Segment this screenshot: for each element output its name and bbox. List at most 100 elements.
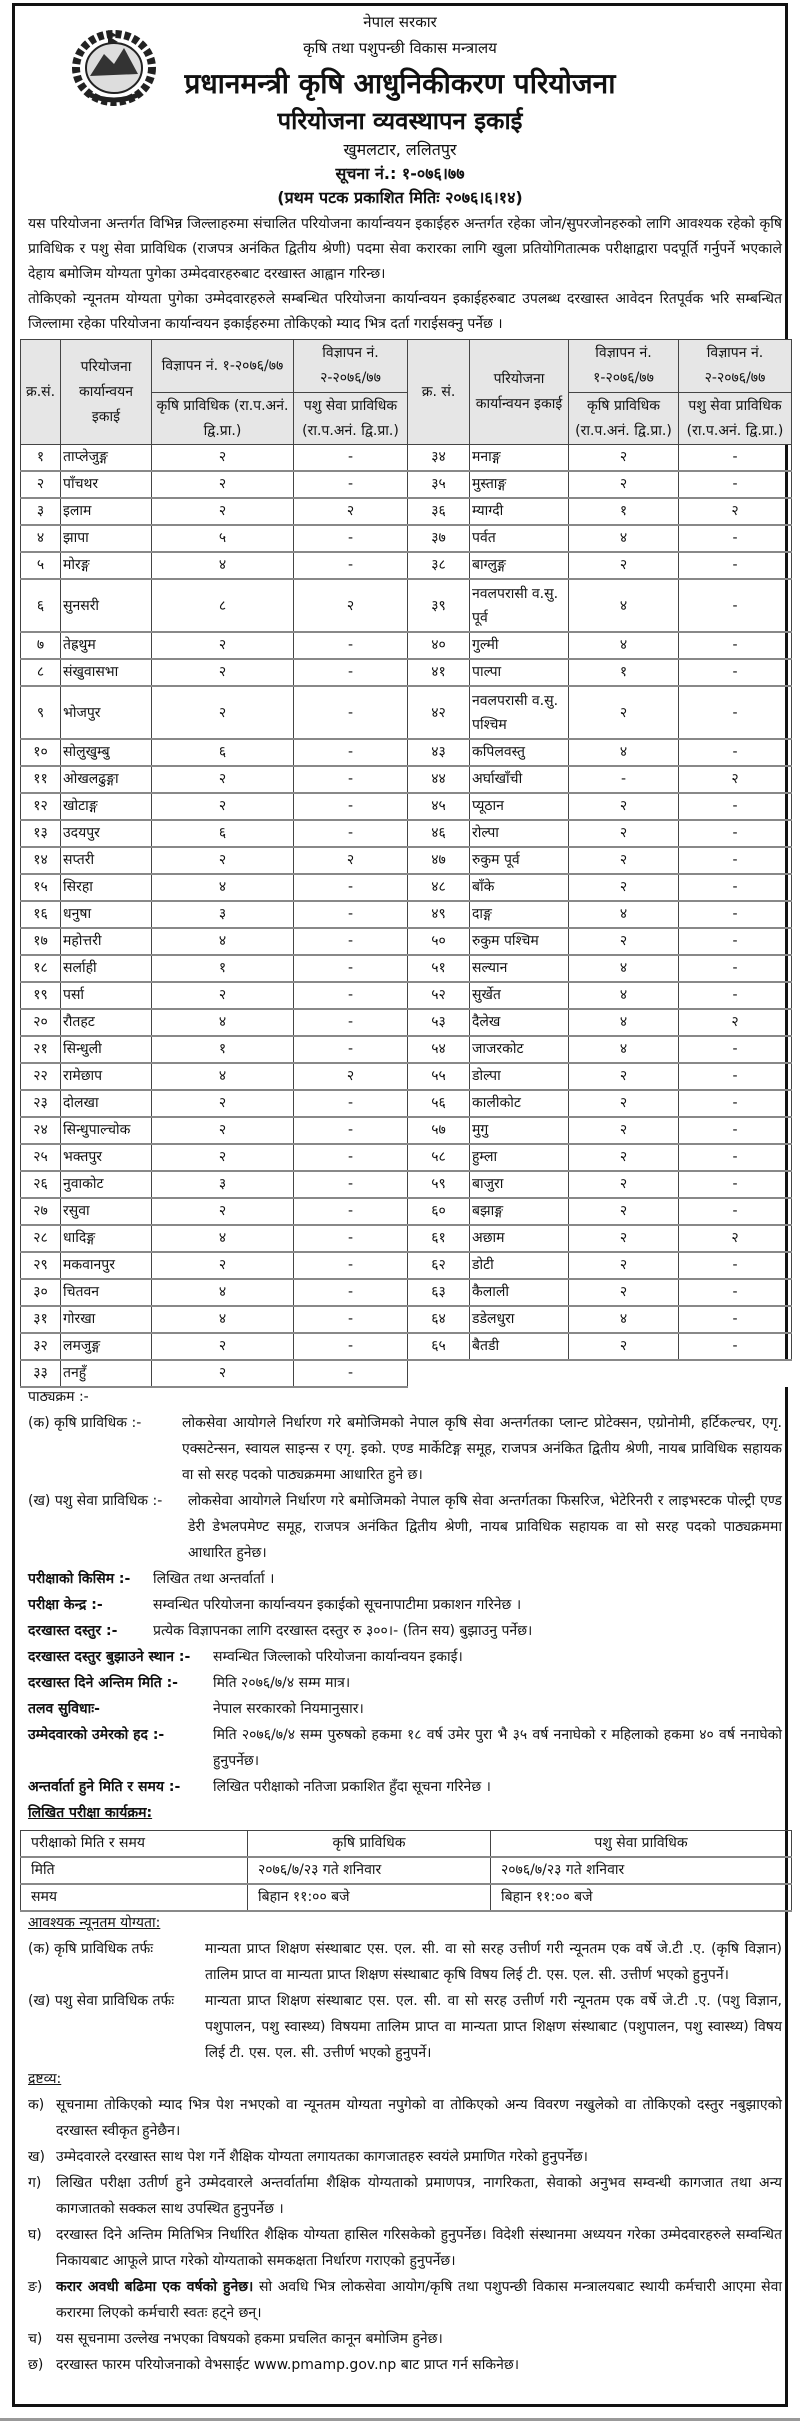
table-row: ११ ओखलढुङ्गा २-४४ अर्घाखाँची -२ xyxy=(20,765,792,794)
table-row: १ ताप्लेजुङ्ग २-३४ मनाङ्ग २- xyxy=(20,444,792,472)
exam-header: कृषि प्राविधिक xyxy=(247,1830,491,1858)
ad1-count-cell: २ xyxy=(151,444,294,472)
serial-cell: ८ xyxy=(20,658,61,687)
unit-cell: सिरहा xyxy=(60,873,152,902)
serial-cell: ५५ xyxy=(407,1062,470,1091)
table-row: १८ सर्लाही १-५१ सल्यान ४- xyxy=(20,954,792,983)
table-row: २१ सिन्धुली १-५४ जाजरकोट ४- xyxy=(20,1035,792,1064)
serial-cell: २९ xyxy=(20,1251,61,1280)
serial-cell: १७ xyxy=(20,927,61,956)
unit-cell: सिन्धुपाल्चोक xyxy=(60,1116,152,1145)
table-row: ३ इलाम २ २ ३६ म्याग्दी १ २ xyxy=(20,497,792,526)
ad1-count-cell: ४ xyxy=(568,954,679,983)
ad1-count-cell: २ xyxy=(568,846,679,875)
ad1-count-cell: ४ xyxy=(568,524,679,553)
detail-label: अन्तर्वार्ता हुने मिति र समय :- xyxy=(28,1779,181,1795)
syllabus-title: पाठ्यक्रम :- xyxy=(28,1389,89,1405)
serial-cell: २ xyxy=(20,470,61,499)
serial-cell: ५८ xyxy=(407,1143,470,1172)
detail-row: परीक्षा केन्द्र :- सम्वन्धित परियोजना कार… xyxy=(28,1592,782,1618)
detail-label: परीक्षाको किसिम :- xyxy=(28,1571,131,1587)
unit-cell: रसुवा xyxy=(60,1197,152,1226)
serial-cell: ११ xyxy=(20,765,61,794)
ad2-count-cell: - xyxy=(293,444,408,472)
syllabus-ka-label: (क) कृषि प्राविधिक :- xyxy=(28,1415,142,1431)
serial-cell: ३८ xyxy=(407,551,470,580)
header-ad1: विज्ञापन नं. १-२०७६/७७ xyxy=(568,339,679,393)
serial-cell: १२ xyxy=(20,792,61,821)
detail-label: दरखास्त दस्तुर बुझाउने स्थान :- xyxy=(28,1649,191,1665)
ad2-count-cell: - xyxy=(293,1251,408,1280)
table-row: २२ रामेछाप ४ २ ५५ डोल्पा २- xyxy=(20,1062,792,1091)
unit-cell: नुवाकोट xyxy=(60,1170,152,1199)
unit-cell: ताप्लेजुङ्ग xyxy=(60,444,152,472)
project-title: प्रधानमन्त्री कृषि आधुनिकीकरण परियोजना xyxy=(184,67,616,100)
qualification-kha-text: मान्यता प्राप्त शिक्षण संस्थाबाट एस. एल.… xyxy=(205,1993,782,2061)
ad1-count-cell: २ xyxy=(151,981,294,1010)
ad1-count-cell: ४ xyxy=(568,1035,679,1064)
exam-time-value: बिहान ११:०० बजे xyxy=(247,1883,491,1912)
ad2-count-cell: - xyxy=(293,1089,408,1118)
unit-cell: सुनसरी xyxy=(60,578,152,633)
ad2-count-cell: - xyxy=(678,524,792,553)
ad1-count-cell: २ xyxy=(568,1224,679,1253)
unit-cell: झापा xyxy=(60,524,152,553)
serial-cell: ३४ xyxy=(407,444,470,472)
serial-cell: ३ xyxy=(20,497,61,526)
serial-cell: ४६ xyxy=(407,819,470,848)
table-row: २६ नुवाकोट ३-५९ बाजुरा २- xyxy=(20,1170,792,1199)
unit-cell: गोरखा xyxy=(60,1305,152,1334)
unit-cell: तनहुँ xyxy=(60,1359,152,1388)
table-row: १६ धनुषा ३-४९ दाङ्ग ४- xyxy=(20,900,792,929)
ad2-count-cell: २ xyxy=(678,497,792,526)
serial-cell: ६५ xyxy=(407,1332,470,1361)
unit-cell: पर्सा xyxy=(60,981,152,1010)
serial-cell: ५१ xyxy=(407,954,470,983)
serial-cell: १० xyxy=(20,738,61,767)
ad2-count-cell: - xyxy=(293,1224,408,1253)
ad2-count-cell: - xyxy=(678,1062,792,1091)
unit-cell: कालीकोट xyxy=(469,1089,569,1118)
note-marker: क) xyxy=(28,2097,45,2113)
unit-cell: हुम्ला xyxy=(469,1143,569,1172)
qualification-kha-label: (ख) पशु सेवा प्राविधिक तर्फः xyxy=(28,1993,175,2009)
table-row: १४ सप्तरी २ २ ४७ रुकुम पूर्व २- xyxy=(20,846,792,875)
empty-cell xyxy=(678,1360,792,1387)
serial-cell: ५६ xyxy=(407,1089,470,1118)
ad1-count-cell: २ xyxy=(568,444,679,472)
ad1-count-cell: २ xyxy=(151,631,294,660)
serial-cell: ३२ xyxy=(20,1332,61,1361)
ad2-count-cell: - xyxy=(678,900,792,929)
ad2-count-cell: - xyxy=(678,954,792,983)
ad1-count-cell: ४ xyxy=(151,551,294,580)
serial-cell: ७ xyxy=(20,631,61,660)
ad2-count-cell: २ xyxy=(293,846,408,875)
ad1-count-cell: ४ xyxy=(151,1008,294,1037)
ad1-count-cell: ४ xyxy=(568,900,679,929)
syllabus-kha-text: लोकसेवा आयोगले निर्धारण गरे बमोजिमको नेप… xyxy=(188,1493,782,1561)
header-ad2: विज्ञापन नं. २-२०७६/७७ xyxy=(293,339,408,393)
note-bold-text: करार अवधी बढिमा एक वर्षको हुनेछ। xyxy=(56,2279,254,2295)
ad1-count-cell: ४ xyxy=(151,1062,294,1091)
ad1-count-cell: १ xyxy=(151,954,294,983)
header-post2: पशु सेवा प्राविधिक (रा.प.अनं. द्वि.प्रा.… xyxy=(678,392,792,445)
serial-cell: २४ xyxy=(20,1116,61,1145)
unit-cell: अर्घाखाँची xyxy=(469,765,569,794)
note-item: क) सूचनामा तोकिएको म्याद भित्र पेश नभएको … xyxy=(28,2092,782,2144)
exam-time-label: समय xyxy=(20,1883,248,1912)
table-row: १० सोलुखुम्बु ६-४३ कपिलवस्तु ४- xyxy=(20,738,792,767)
note-rest-text: सो अवधि भित्र लोकसेवा आयोग/कृषि तथा पशुप… xyxy=(56,2279,782,2321)
serial-cell: १४ xyxy=(20,846,61,875)
serial-cell: ३० xyxy=(20,1278,61,1307)
unit-title: परियोजना व्यवस्थापन इकाई xyxy=(277,107,523,135)
unit-cell: डोल्पा xyxy=(469,1062,569,1091)
ad2-count-cell: - xyxy=(678,1035,792,1064)
ad1-count-cell: ४ xyxy=(568,738,679,767)
serial-cell: २७ xyxy=(20,1197,61,1226)
intro-text: तोकिएको न्यूनतम योग्यता पुगेका उम्मेदवार… xyxy=(28,291,782,332)
serial-cell: ३५ xyxy=(407,470,470,499)
note-marker: ख) xyxy=(28,2149,45,2165)
table-row: १५ सिरहा ४-४८ बाँके २- xyxy=(20,873,792,902)
ad2-count-cell: २ xyxy=(293,1062,408,1091)
serial-cell: १ xyxy=(20,444,61,472)
